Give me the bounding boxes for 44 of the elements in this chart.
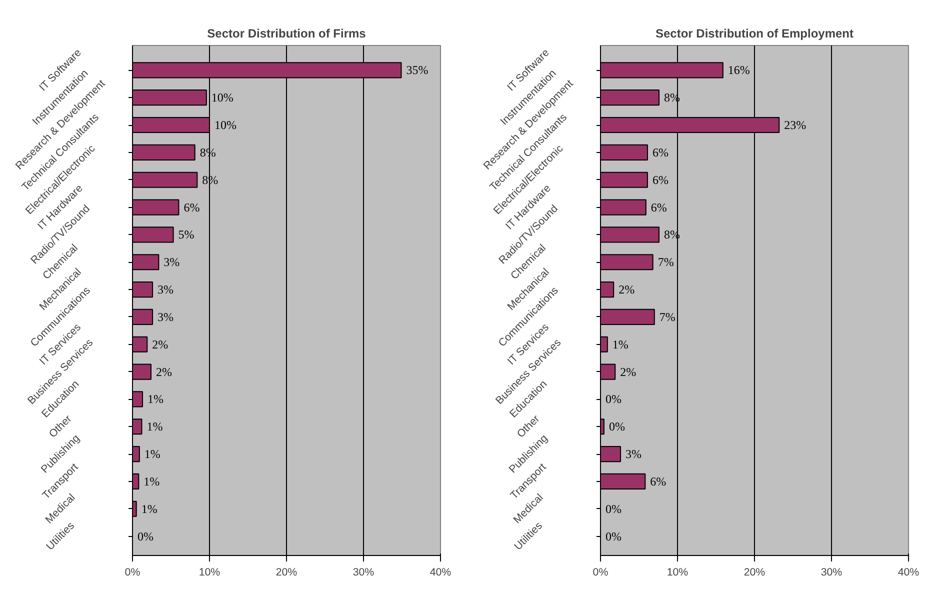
x-tick-label: 40% bbox=[430, 566, 452, 578]
chart-title: Sector Distribution of Employment bbox=[655, 26, 854, 40]
data-label: 6% bbox=[652, 172, 668, 187]
data-label: 1% bbox=[141, 502, 158, 516]
x-tick-label: 20% bbox=[744, 566, 766, 578]
data-label: 10% bbox=[211, 90, 234, 105]
data-label: 3% bbox=[158, 310, 174, 324]
x-tick-label: 10% bbox=[666, 566, 689, 578]
chart-title: Sector Distribution of Firms bbox=[207, 26, 366, 40]
data-label: 5% bbox=[178, 228, 194, 242]
data-label: 1% bbox=[146, 420, 163, 434]
x-tick-label: 20% bbox=[276, 566, 298, 578]
data-label: 3% bbox=[158, 282, 174, 297]
x-tick-label: 40% bbox=[898, 566, 920, 578]
data-label: 16% bbox=[728, 63, 750, 78]
data-label: 3% bbox=[164, 255, 180, 270]
data-label: 0% bbox=[138, 529, 154, 544]
data-label: 6% bbox=[650, 200, 667, 214]
x-tick-label: 0% bbox=[124, 566, 141, 578]
data-label: 3% bbox=[626, 447, 642, 462]
data-label: 6% bbox=[650, 474, 666, 488]
data-label: 0% bbox=[606, 502, 622, 516]
data-label: 35% bbox=[406, 63, 428, 78]
data-label: 0% bbox=[608, 420, 625, 434]
x-tick-label: 30% bbox=[820, 566, 843, 578]
data-label: 1% bbox=[148, 392, 164, 406]
x-tick-label: 30% bbox=[352, 566, 375, 578]
data-label: 10% bbox=[214, 118, 236, 132]
data-label: 2% bbox=[152, 337, 168, 352]
data-label: 23% bbox=[784, 118, 806, 132]
data-label: 6% bbox=[184, 200, 200, 214]
data-label: 1% bbox=[144, 474, 160, 488]
data-label: 2% bbox=[618, 282, 635, 297]
x-tick-label: 0% bbox=[592, 566, 609, 578]
data-label: 7% bbox=[658, 255, 674, 270]
data-label: 0% bbox=[606, 529, 622, 544]
data-label: 6% bbox=[652, 145, 668, 160]
data-label: 7% bbox=[659, 310, 676, 324]
data-label: 1% bbox=[144, 447, 160, 462]
x-tick-label: 10% bbox=[198, 566, 221, 578]
data-label: 2% bbox=[620, 364, 636, 379]
data-label: 1% bbox=[612, 337, 628, 352]
data-label: 2% bbox=[156, 364, 172, 379]
data-label: 0% bbox=[606, 392, 622, 406]
